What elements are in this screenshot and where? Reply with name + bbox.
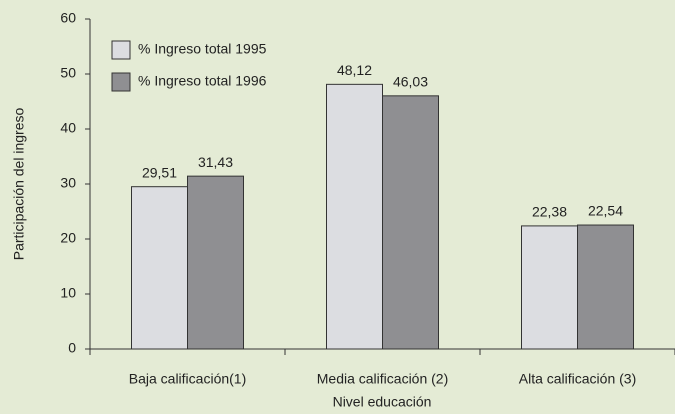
x-axis-label: Nivel educación [333,394,432,410]
y-tick-label: 0 [68,340,76,356]
legend-label: % Ingreso total 1995 [138,41,267,57]
legend-swatch [111,72,131,92]
bar [187,175,244,350]
y-tick-label: 10 [60,285,76,301]
bar [577,224,634,350]
y-tick-label: 60 [60,10,76,26]
x-tick-label: Media calificación (2) [317,371,449,387]
x-tick-label: Baja calificación(1) [129,371,247,387]
value-label: 48,12 [337,62,372,78]
bar [382,95,439,350]
value-label: 22,38 [532,204,567,220]
y-tick-label: 30 [60,175,76,191]
y-tick-label: 50 [60,65,76,81]
bar [131,186,188,350]
x-tick-label: Alta calificación (3) [519,371,637,387]
value-label: 29,51 [142,164,177,180]
bar [521,225,578,350]
legend-label: % Ingreso total 1996 [138,73,267,89]
legend-swatch [111,40,131,60]
value-label: 46,03 [393,74,428,90]
y-tick-label: 40 [60,120,76,136]
value-label: 22,54 [588,203,623,219]
bar [326,83,383,350]
y-tick-label: 20 [60,230,76,246]
y-axis-label: Participación del ingreso [11,108,27,261]
value-label: 31,43 [198,154,233,170]
